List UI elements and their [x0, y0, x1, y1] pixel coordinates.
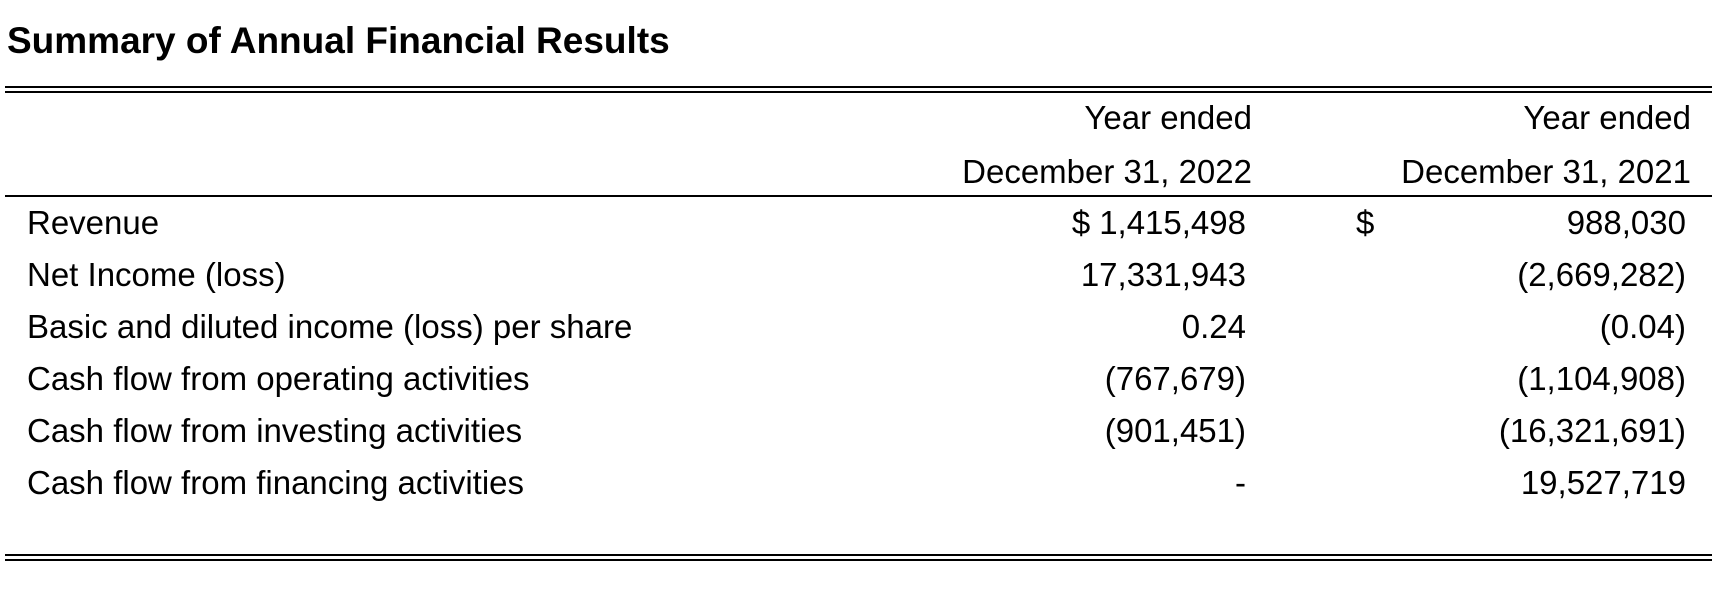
column-header: Year ended — [1523, 99, 1691, 136]
column-header: December 31, 2021 — [1401, 153, 1691, 190]
cell-value: 1,415,498 — [1099, 204, 1246, 241]
rule — [5, 195, 1712, 197]
cell-value: (767,679) — [1104, 360, 1246, 397]
rule — [5, 91, 1712, 93]
row-label: Cash flow from investing activities — [27, 412, 523, 449]
cell-value: - — [1235, 464, 1246, 501]
cell-value: (16,321,691) — [1498, 412, 1686, 449]
cell-value: 988,030 — [1566, 204, 1686, 241]
rule — [5, 86, 1712, 88]
row-label: Net Income (loss) — [27, 256, 286, 293]
row-label: Revenue — [27, 204, 160, 241]
cell-value: 0.24 — [1181, 308, 1246, 345]
rule — [5, 554, 1712, 556]
row-label: Cash flow from financing activities — [27, 464, 525, 501]
currency-symbol: $ — [1356, 204, 1375, 241]
title: Summary of Annual Financial Results — [7, 20, 670, 61]
cell-value: (1,104,908) — [1517, 360, 1686, 397]
rule — [5, 559, 1712, 561]
cell-value: 19,527,719 — [1520, 464, 1686, 501]
row-label: Cash flow from operating activities — [27, 360, 530, 397]
column-header: December 31, 2022 — [962, 153, 1252, 190]
currency-symbol: $ — [1071, 204, 1091, 241]
cell-value: (2,669,282) — [1517, 256, 1686, 293]
row-label: Basic and diluted income (loss) per shar… — [27, 308, 633, 345]
cell-value: (0.04) — [1599, 308, 1686, 345]
cell-value: (901,451) — [1104, 412, 1246, 449]
cell-value: 17,331,943 — [1080, 256, 1246, 293]
column-header: Year ended — [1084, 99, 1252, 136]
